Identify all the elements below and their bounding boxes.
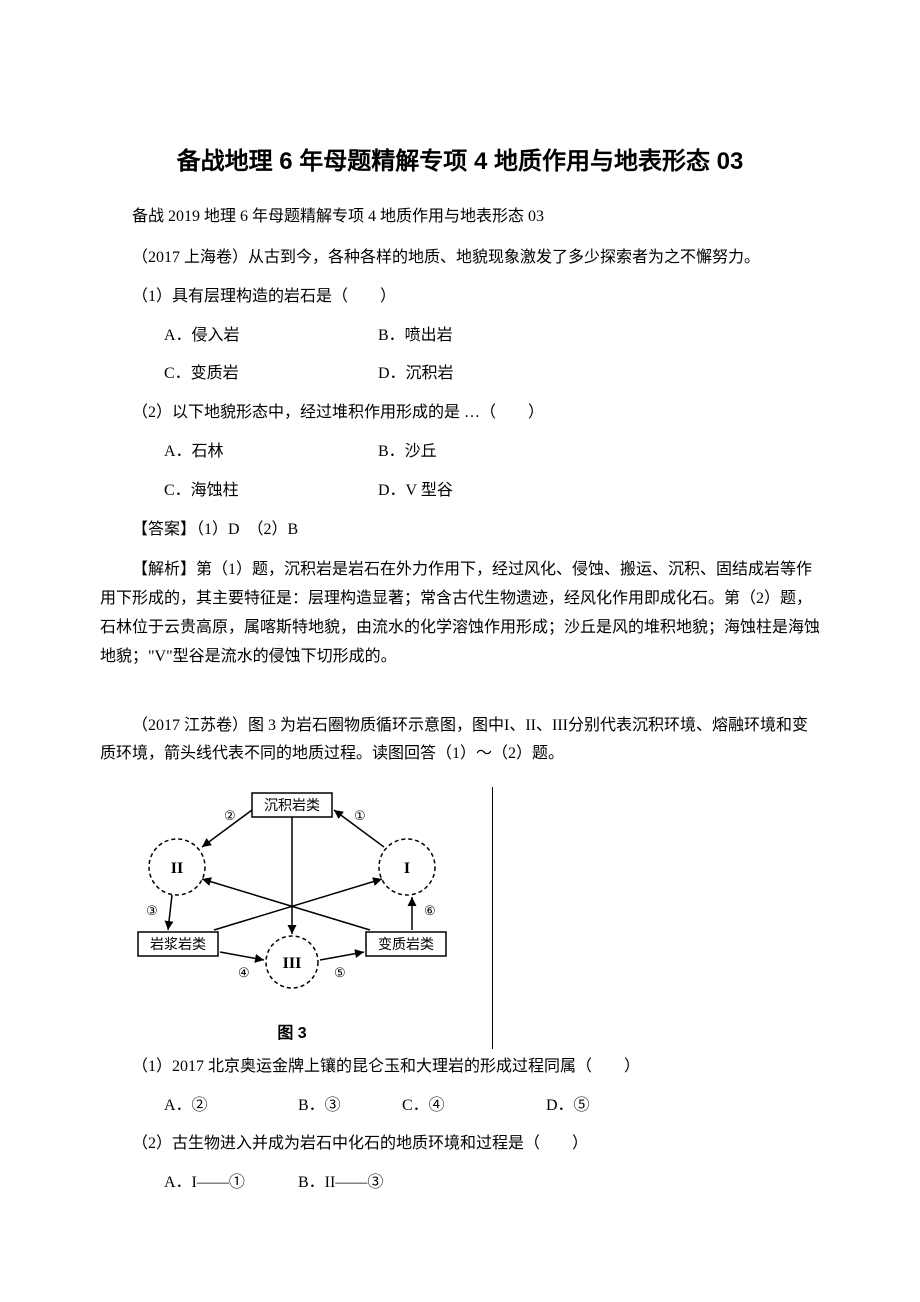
q1-opt2B: B．沙丘 xyxy=(346,438,437,467)
q1-answer: 【答案】（1）D （2）B xyxy=(100,516,820,545)
q1-opt2D: D．V 型谷 xyxy=(346,477,453,506)
q2-sub1-options: A．② B．③ C．④ D．⑤ xyxy=(100,1092,820,1121)
q1-sub2-options-row2: C．海蚀柱 D．V 型谷 xyxy=(100,477,820,506)
page-title: 备战地理 6 年母题精解专项 4 地质作用与地表形态 03 xyxy=(100,140,820,183)
q1-sub1-options-row2: C．变质岩 D．沉积岩 xyxy=(100,360,820,389)
q2-opt2B: B．II——③ xyxy=(266,1169,383,1198)
q2-sub2: （2）古生物进入并成为岩石中化石的地质环境和过程是（ ） xyxy=(100,1130,820,1159)
q1-sub2-options-row1: A．石林 B．沙丘 xyxy=(100,438,820,467)
diagram-caption: 图 3 xyxy=(132,1020,452,1049)
diagram-label-3: ③ xyxy=(146,903,158,918)
q1-optD: D．沉积岩 xyxy=(346,360,454,389)
q1-explanation: 【解析】第（1）题，沉积岩是岩石在外力作用下，经过风化、侵蚀、搬运、沉积、固结成… xyxy=(100,556,820,671)
q2-sub2-options: A．I——① B．II——③ xyxy=(100,1169,820,1198)
diagram-label-2: ② xyxy=(224,808,236,823)
diagram-bottom-right: 变质岩类 xyxy=(378,937,434,953)
q1-opt2A: A．石林 xyxy=(132,438,342,467)
diagram-bottom-left: 岩浆岩类 xyxy=(150,937,206,953)
q2-opt2A: A．I——① xyxy=(132,1169,262,1198)
diagram-label-6: ⑥ xyxy=(424,903,436,918)
diagram-label-5: ⑤ xyxy=(334,965,346,980)
diagram-svg: 沉积岩类 II I 岩浆岩类 变质岩类 III ② ① ③ ⑥ ④ xyxy=(132,787,452,1007)
diagram-label-4: ④ xyxy=(238,965,250,980)
subtitle: 备战 2019 地理 6 年母题精解专项 4 地质作用与地表形态 03 xyxy=(100,203,820,232)
q1-sub2: （2）以下地貌形态中，经过堆积作用形成的是 …（ ） xyxy=(100,399,820,428)
q1-optB: B．喷出岩 xyxy=(346,322,453,351)
q1-optA: A．侵入岩 xyxy=(132,322,342,351)
q2-opt1A: A．② xyxy=(132,1092,262,1121)
diagram-left-circle: II xyxy=(171,860,183,877)
diagram-bottom-circle: III xyxy=(283,955,302,972)
q1-optC: C．变质岩 xyxy=(132,360,342,389)
q2-opt1C: C．④ xyxy=(370,1092,510,1121)
rock-cycle-diagram: 沉积岩类 II I 岩浆岩类 变质岩类 III ② ① ③ ⑥ ④ xyxy=(132,787,493,1049)
q2-sub1: （1）2017 北京奥运金牌上镶的昆仑玉和大理岩的形成过程同属（ ） xyxy=(100,1053,820,1082)
q2-opt1D: D．⑤ xyxy=(514,1092,590,1121)
diagram-top-label: 沉积岩类 xyxy=(264,798,320,814)
q2-opt1B: B．③ xyxy=(266,1092,366,1121)
diagram-right-circle: I xyxy=(404,860,410,877)
q1-sub1-options-row1: A．侵入岩 B．喷出岩 xyxy=(100,322,820,351)
diagram-label-1: ① xyxy=(354,808,366,823)
q1-opt2C: C．海蚀柱 xyxy=(132,477,342,506)
q1-stem: （2017 上海卷）从古到今，各种各样的地质、地貌现象激发了多少探索者为之不懈努… xyxy=(100,244,820,273)
q2-stem: （2017 江苏卷）图 3 为岩石圈物质循环示意图，图中I、II、III分别代表… xyxy=(100,712,820,770)
q1-sub1: （1）具有层理构造的岩石是（ ） xyxy=(100,283,820,312)
